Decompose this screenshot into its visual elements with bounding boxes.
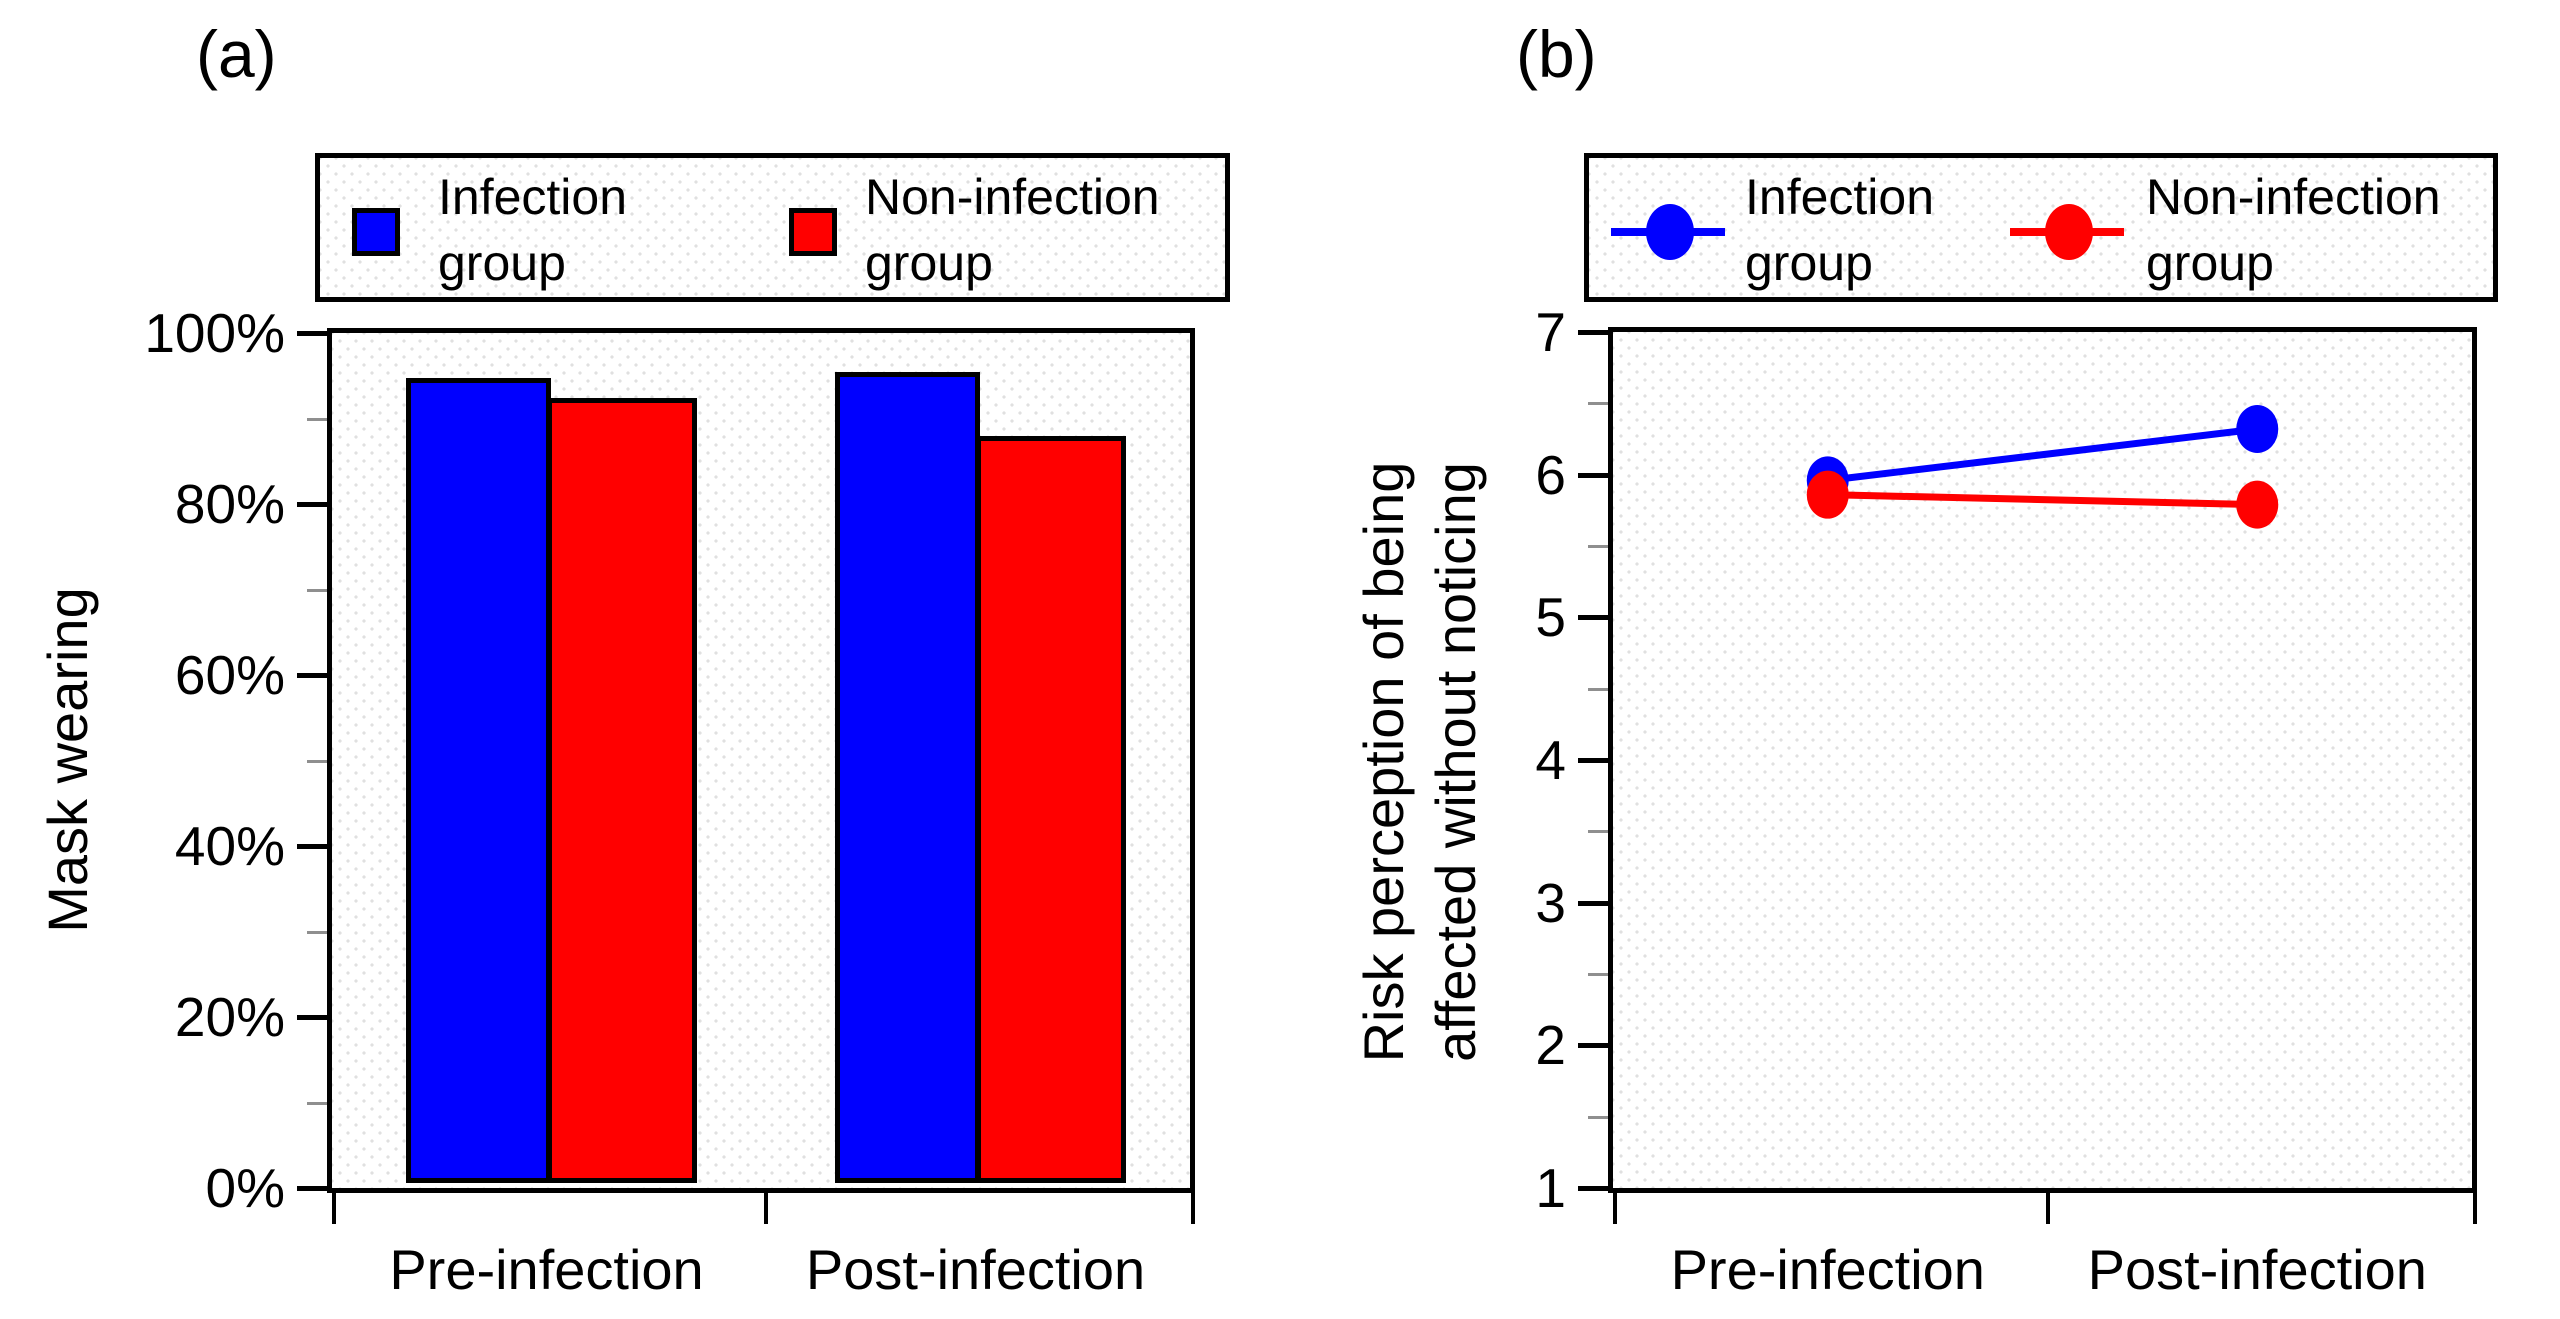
y-minor-tick bbox=[1588, 973, 1608, 976]
series-line-non-infection bbox=[1827, 491, 2258, 509]
y-tick-label: 1 bbox=[1535, 1157, 1566, 1219]
y-minor-tick bbox=[1588, 687, 1608, 691]
y-tick-label: 0% bbox=[205, 1157, 286, 1219]
y-minor-tick bbox=[307, 930, 327, 934]
y-tick-label: 5 bbox=[1535, 586, 1566, 649]
legend-entry-infection: Infection group bbox=[1589, 158, 2009, 297]
bar-infection-post bbox=[835, 371, 981, 1183]
x-category-label: Post-infection bbox=[2087, 1238, 2427, 1301]
legend-label-infection: Infection group bbox=[1745, 169, 1935, 291]
y-major-tick bbox=[297, 673, 327, 678]
legend-entry-non-infection: Non-infection group bbox=[757, 158, 1235, 297]
y-minor-tick bbox=[1588, 1115, 1608, 1119]
data-point-non-infection-post bbox=[2236, 480, 2279, 529]
y-major-tick bbox=[1578, 330, 1608, 335]
series-line-infection bbox=[1827, 425, 2258, 484]
y-major-tick bbox=[1578, 472, 1608, 478]
x-axis-tick bbox=[332, 1188, 336, 1224]
y-minor-tick bbox=[307, 417, 327, 421]
panel-b-plot-area bbox=[1578, 327, 2477, 1224]
y-major-tick bbox=[297, 1015, 327, 1020]
bar-non-infection-pre bbox=[546, 398, 697, 1183]
y-tick-label: 40% bbox=[174, 815, 285, 877]
panel-a-tag: (a) bbox=[196, 17, 277, 91]
y-tick-label: 6 bbox=[1535, 443, 1566, 506]
x-category-label: Post-infection bbox=[805, 1238, 1146, 1301]
y-tick-label: 4 bbox=[1535, 729, 1566, 791]
data-point-infection-post bbox=[2236, 405, 2279, 454]
y-tick-label: 100% bbox=[144, 302, 285, 364]
x-category-label: Pre-infection bbox=[389, 1238, 704, 1301]
line-chart-canvas bbox=[1806, 405, 2279, 529]
y-major-tick bbox=[297, 1186, 327, 1191]
legend-entry-non-infection: Non-infection group bbox=[1988, 158, 2503, 297]
y-major-tick bbox=[1578, 758, 1608, 763]
non-infection-swatch bbox=[789, 208, 837, 256]
panel-b-tag: (b) bbox=[1516, 17, 1597, 91]
x-axis-tick bbox=[1613, 1188, 1617, 1224]
x-category-label: Pre-infection bbox=[1670, 1238, 1985, 1301]
y-tick-label: 7 bbox=[1535, 301, 1566, 363]
bar-infection-pre bbox=[406, 377, 552, 1183]
y-minor-tick bbox=[1588, 545, 1608, 548]
panel-a-plot-area bbox=[297, 328, 1195, 1224]
y-major-tick bbox=[297, 502, 327, 507]
y-minor-tick bbox=[307, 588, 327, 592]
y-major-tick bbox=[1578, 900, 1608, 906]
y-tick-label: 3 bbox=[1535, 871, 1566, 934]
y-tick-label: 2 bbox=[1535, 1014, 1566, 1077]
y-minor-tick bbox=[1588, 402, 1608, 406]
legend-label-non-infection: Non-infection group bbox=[865, 169, 1160, 291]
y-tick-label: 20% bbox=[174, 986, 285, 1048]
non-infection-marker-icon bbox=[2045, 204, 2093, 260]
panel-b-legend: Infection group Non-infection group bbox=[1584, 153, 2498, 302]
panel-a-legend: Infection group Non-infection group bbox=[315, 153, 1230, 302]
bar-non-infection-post bbox=[975, 435, 1126, 1183]
infection-marker-icon bbox=[1646, 204, 1694, 260]
y-major-tick bbox=[1578, 1186, 1608, 1191]
y-major-tick bbox=[1578, 1043, 1608, 1049]
legend-label-non-infection: Non-infection group bbox=[2146, 169, 2441, 291]
x-axis-tick bbox=[1191, 1188, 1195, 1224]
y-tick-label: 80% bbox=[174, 473, 285, 535]
y-tick-label: 60% bbox=[174, 644, 285, 706]
infection-swatch bbox=[352, 208, 400, 256]
legend-entry-infection: Infection group bbox=[320, 158, 760, 297]
data-point-non-infection-pre bbox=[1806, 470, 1849, 519]
legend-label-infection: Infection group bbox=[438, 169, 628, 291]
y-minor-tick bbox=[1588, 830, 1608, 834]
y-major-tick bbox=[1578, 615, 1608, 621]
y-minor-tick bbox=[307, 759, 327, 763]
y-major-tick bbox=[297, 844, 327, 849]
y-minor-tick bbox=[307, 1101, 327, 1105]
y-major-tick bbox=[297, 331, 327, 336]
x-axis-tick bbox=[2045, 1188, 2050, 1224]
x-axis-tick bbox=[2473, 1188, 2477, 1224]
x-axis-tick bbox=[764, 1188, 768, 1224]
